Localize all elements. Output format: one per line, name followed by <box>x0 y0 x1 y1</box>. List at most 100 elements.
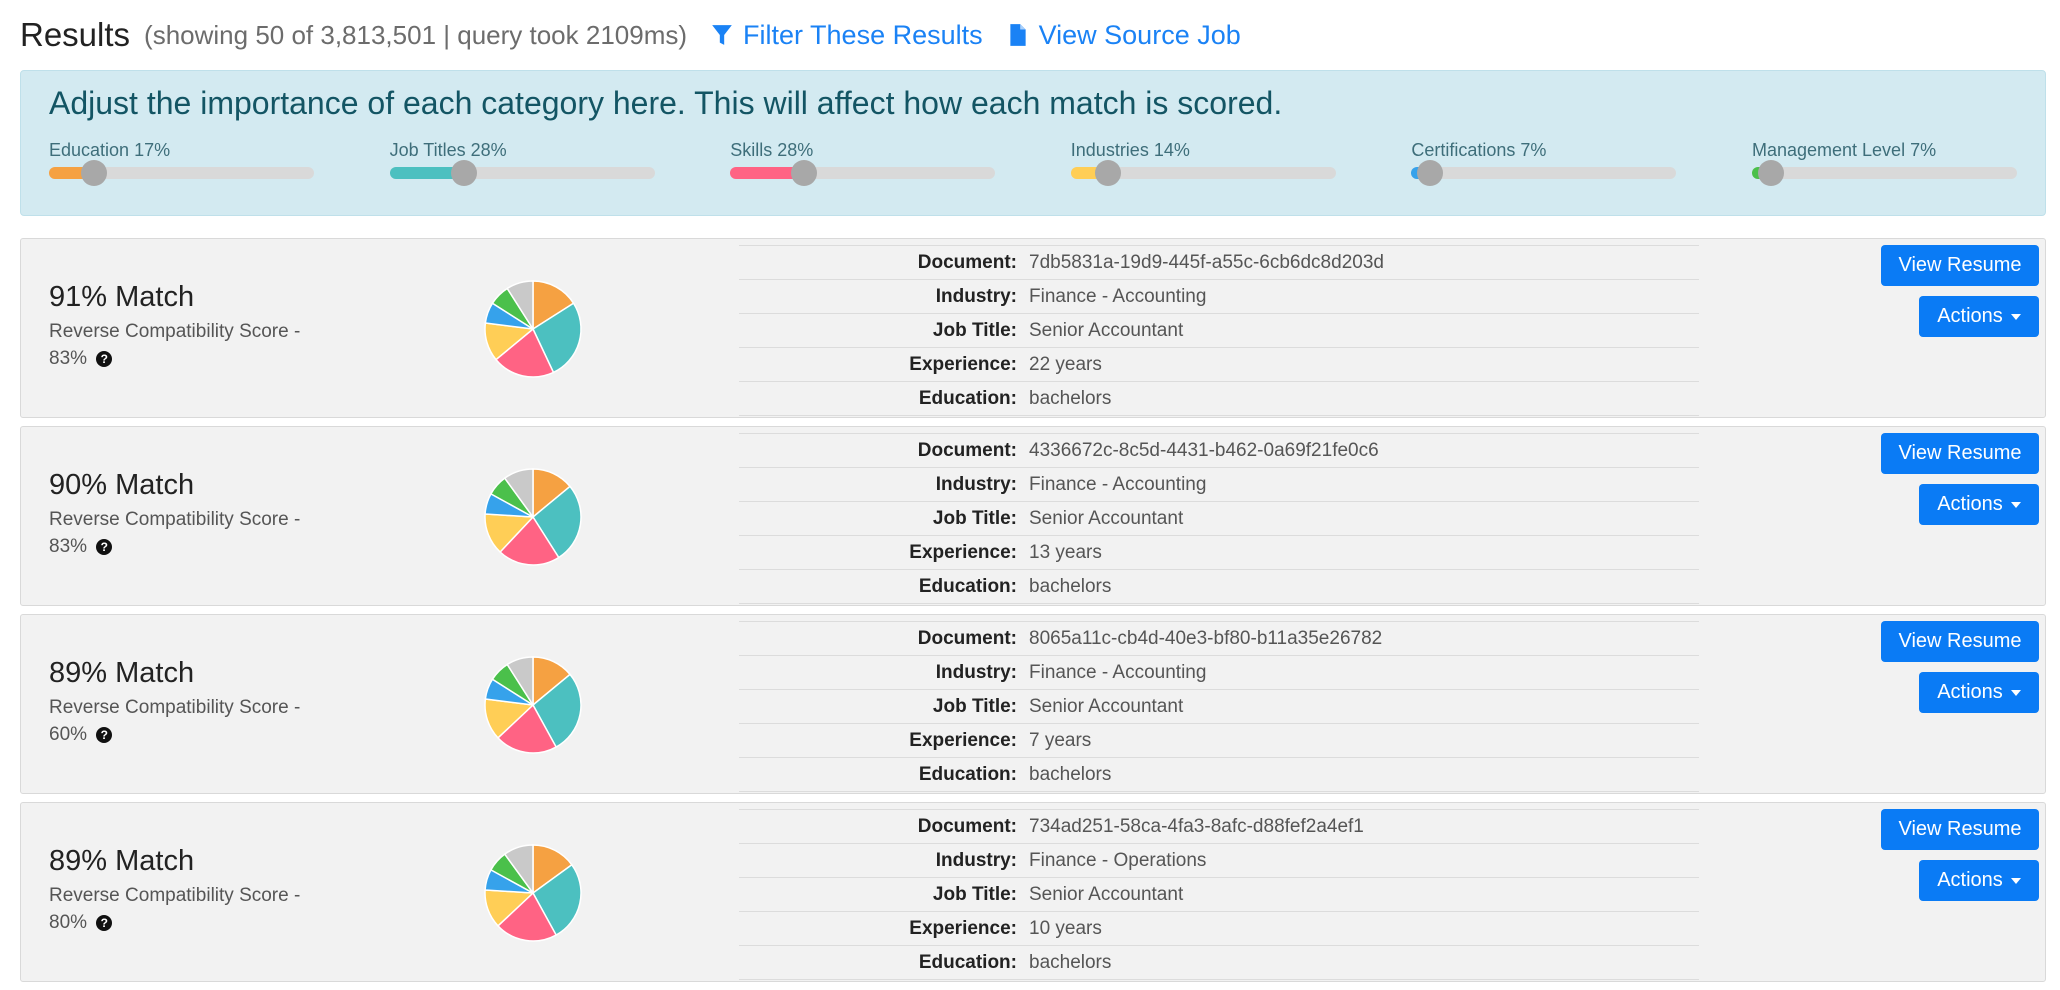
reverse-score: Reverse Compatibility Score -83% ? <box>49 321 301 369</box>
industry-value: Finance - Operations <box>1029 849 1207 871</box>
caret-down-icon <box>2010 689 2021 696</box>
industries-weight-slider[interactable]: Industries 14% <box>1070 140 1336 186</box>
weight-sliders: Education 17% Job Titles 28% Skills 28% Ind… <box>49 140 2017 186</box>
match-percent: 90% Match <box>49 469 195 501</box>
slider-label: Education 17% <box>49 140 171 160</box>
view-resume-button[interactable]: View Resume <box>1881 621 2039 662</box>
pie-slice <box>532 280 575 331</box>
candidate-details: Document: 7db5831a-19d9-445f-a55c-6cb6dc8… <box>739 245 1699 416</box>
job-title-value: Senior Accountant <box>1029 319 1184 341</box>
pie-slice <box>496 703 558 754</box>
slider-handle[interactable] <box>1094 160 1121 186</box>
candidate-details: Document: 734ad251-58ca-4fa3-8afc-d88fef2… <box>739 809 1699 980</box>
match-score: 89% Match Reverse Compatibility Score -8… <box>49 845 359 936</box>
result-actions: View Resume Actions <box>1881 433 2039 525</box>
result-card: 89% Match Reverse Compatibility Score -8… <box>20 802 2046 982</box>
document-icon <box>1009 24 1026 46</box>
detail-row: Education: bachelors <box>739 382 1699 416</box>
weights-intro: Adjust the importance of each category h… <box>49 85 1283 121</box>
detail-row: Document: 7db5831a-19d9-445f-a55c-6cb6dc8… <box>739 245 1699 280</box>
slider-handle[interactable] <box>81 160 108 186</box>
job-title-value: Senior Accountant <box>1029 695 1184 717</box>
detail-row: Job Title: Senior Accountant <box>739 878 1699 912</box>
education-value: bachelors <box>1029 951 1112 973</box>
experience-value: 22 years <box>1029 353 1102 375</box>
pie-slice <box>503 844 534 896</box>
experience-value: 10 years <box>1029 917 1102 939</box>
detail-row: Industry: Finance - Accounting <box>739 656 1699 690</box>
view-source-job-link[interactable]: View Source Job <box>1007 20 1241 51</box>
detail-row: Experience: 10 years <box>739 912 1699 946</box>
detail-row: Experience: 7 years <box>739 724 1699 758</box>
slider-handle[interactable] <box>450 160 477 186</box>
slider-track[interactable] <box>389 160 655 186</box>
result-card: 89% Match Reverse Compatibility Score -6… <box>20 614 2046 794</box>
job-title-value: Senior Accountant <box>1029 883 1184 905</box>
detail-row: Industry: Finance - Operations <box>739 844 1699 878</box>
filter-results-label: Filter These Results <box>743 19 983 50</box>
slider-handle[interactable] <box>1416 160 1443 186</box>
result-card: 91% Match Reverse Compatibility Score -8… <box>20 238 2046 418</box>
result-actions: View Resume Actions <box>1881 809 2039 901</box>
match-percent: 89% Match <box>49 845 195 877</box>
results-header: Results (showing 50 of 3,813,501 | query… <box>20 0 2046 70</box>
category-breakdown-pie <box>484 468 582 566</box>
slider-track[interactable] <box>1751 160 2017 186</box>
reverse-score: Reverse Compatibility Score -80% ? <box>49 885 301 933</box>
detail-row: Job Title: Senior Accountant <box>739 314 1699 348</box>
reverse-score: Reverse Compatibility Score -60% ? <box>49 697 301 745</box>
match-score: 91% Match Reverse Compatibility Score -8… <box>49 281 359 372</box>
match-percent: 91% Match <box>49 281 195 313</box>
management-level-weight-slider[interactable]: Management Level 7% <box>1751 140 2017 186</box>
slider-label: Industries 14% <box>1070 140 1190 160</box>
skills-weight-slider[interactable]: Skills 28% <box>730 140 996 186</box>
candidate-details: Document: 4336672c-8c5d-4431-b462-0a69f21… <box>739 433 1699 604</box>
question-circle-icon[interactable]: ? <box>96 726 113 743</box>
results-list: 91% Match Reverse Compatibility Score -8… <box>20 238 2046 982</box>
candidate-details: Document: 8065a11c-cb4d-40e3-bf80-b11a35e… <box>739 621 1699 792</box>
slider-label: Management Level 7% <box>1751 140 1937 160</box>
view-resume-button[interactable]: View Resume <box>1881 433 2039 474</box>
view-resume-button[interactable]: View Resume <box>1881 809 2039 850</box>
slider-track[interactable] <box>1070 160 1336 186</box>
detail-row: Experience: 13 years <box>739 536 1699 570</box>
document-id: 734ad251-58ca-4fa3-8afc-d88fef2a4ef1 <box>1029 815 1364 837</box>
document-id: 4336672c-8c5d-4431-b462-0a69f21fe0c6 <box>1029 439 1379 461</box>
question-circle-icon[interactable]: ? <box>96 914 113 931</box>
caret-down-icon <box>2010 501 2021 508</box>
pie-slice <box>532 485 582 559</box>
actions-dropdown-button[interactable]: Actions <box>1919 860 2039 901</box>
certifications-weight-slider[interactable]: Certifications 7% <box>1411 140 1677 186</box>
view-resume-button[interactable]: View Resume <box>1881 245 2039 286</box>
slider-track[interactable] <box>730 160 996 186</box>
caret-down-icon <box>2010 313 2021 320</box>
education-weight-slider[interactable]: Education 17% <box>49 140 314 186</box>
job-titles-weight-slider[interactable]: Job Titles 28% <box>389 140 655 186</box>
page-title: Results <box>20 16 131 53</box>
pie-slice <box>506 280 534 332</box>
experience-value: 7 years <box>1029 729 1092 751</box>
pie-slice <box>532 302 582 374</box>
filter-results-link[interactable]: Filter These Results <box>711 20 983 51</box>
result-actions: View Resume Actions <box>1881 621 2039 713</box>
document-id: 8065a11c-cb4d-40e3-bf80-b11a35e26782 <box>1029 627 1383 649</box>
question-circle-icon[interactable]: ? <box>96 350 113 367</box>
slider-label: Certifications 7% <box>1411 140 1547 160</box>
actions-dropdown-button[interactable]: Actions <box>1919 296 2039 337</box>
slider-track[interactable] <box>49 160 314 186</box>
pie-slice <box>496 891 558 942</box>
view-source-job-label: View Source Job <box>1038 19 1241 50</box>
slider-handle[interactable] <box>1757 160 1784 186</box>
detail-row: Industry: Finance - Accounting <box>739 468 1699 502</box>
category-weights-panel: Adjust the importance of each category h… <box>20 70 2046 216</box>
result-actions: View Resume Actions <box>1881 245 2039 337</box>
detail-row: Document: 8065a11c-cb4d-40e3-bf80-b11a35e… <box>739 621 1699 656</box>
detail-row: Document: 4336672c-8c5d-4431-b462-0a69f21… <box>739 433 1699 468</box>
slider-handle[interactable] <box>791 160 818 186</box>
actions-dropdown-button[interactable]: Actions <box>1919 672 2039 713</box>
question-circle-icon[interactable]: ? <box>96 538 113 555</box>
pie-slice <box>532 673 582 749</box>
actions-dropdown-button[interactable]: Actions <box>1919 484 2039 525</box>
slider-track[interactable] <box>1411 160 1677 186</box>
